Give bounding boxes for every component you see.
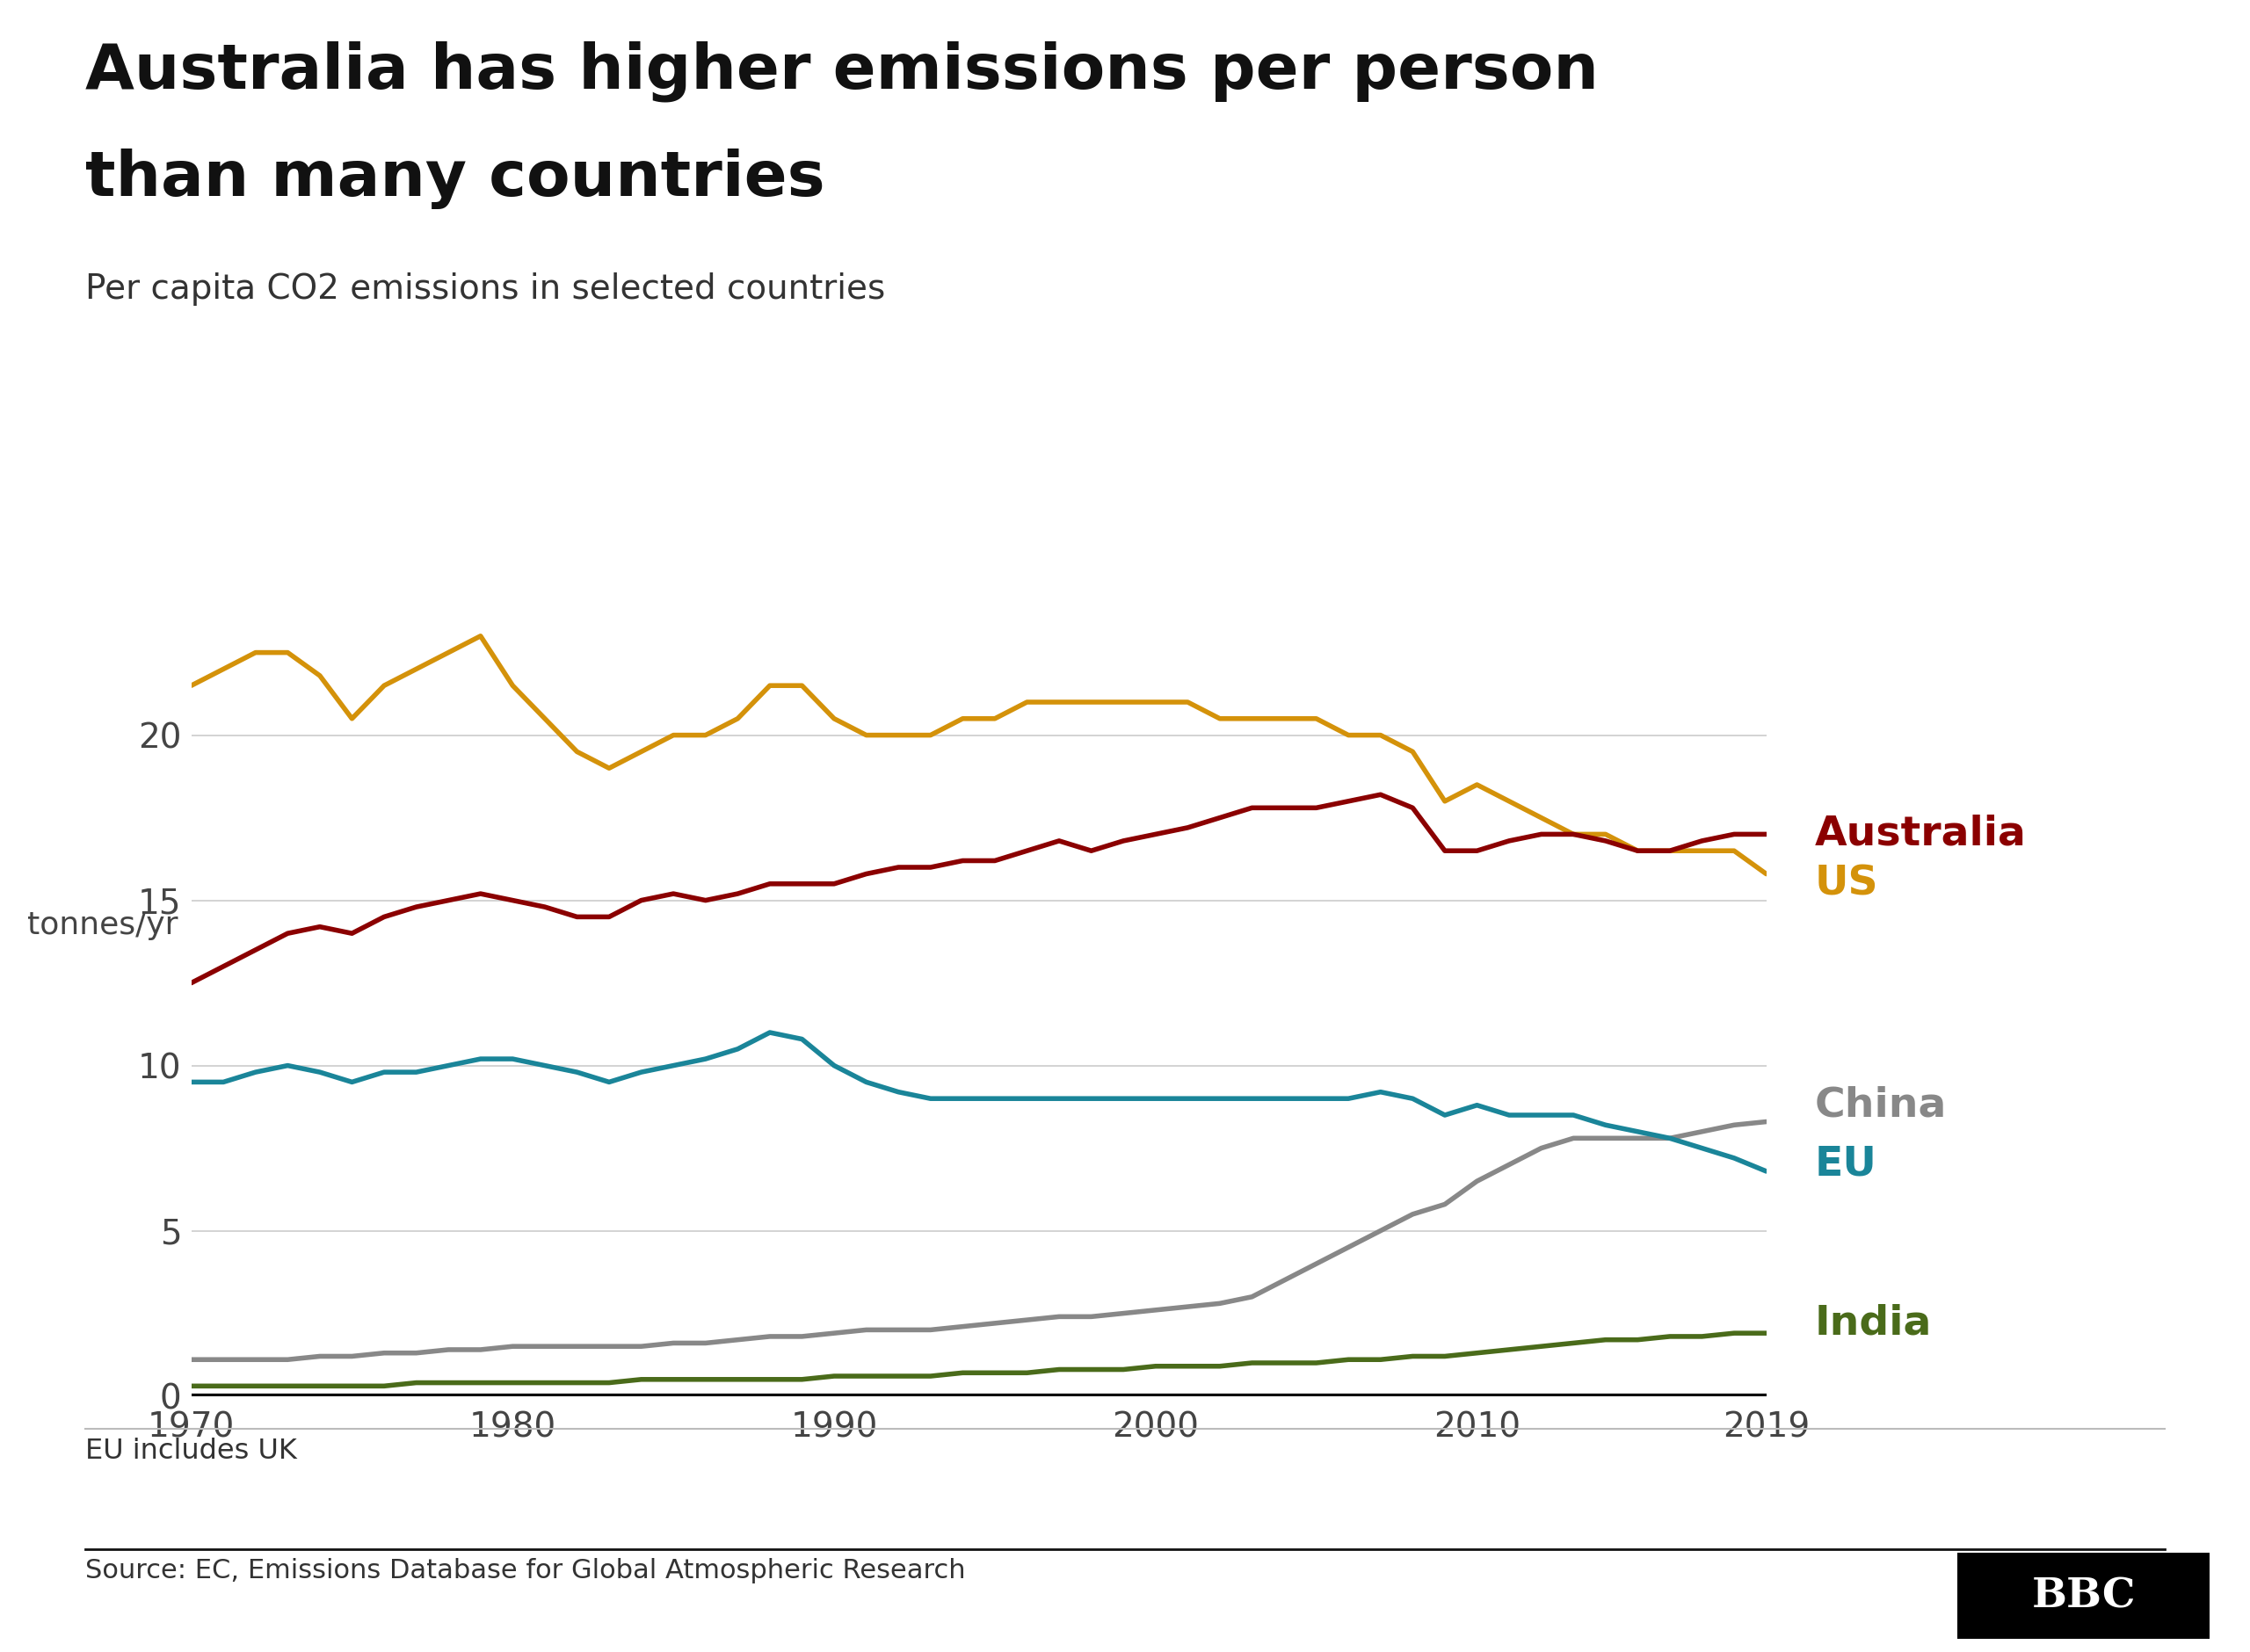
Text: Australia: Australia (1814, 814, 2027, 854)
Text: Australia has higher emissions per person: Australia has higher emissions per perso… (86, 41, 1600, 102)
Text: Source: EC, Emissions Database for Global Atmospheric Research: Source: EC, Emissions Database for Globa… (86, 1558, 965, 1583)
Text: India: India (1814, 1303, 1933, 1343)
Text: Per capita CO2 emissions in selected countries: Per capita CO2 emissions in selected cou… (86, 273, 887, 306)
Text: China: China (1814, 1085, 1946, 1125)
Text: EU: EU (1814, 1145, 1876, 1184)
Text: BBC: BBC (2032, 1576, 2135, 1616)
Text: US: US (1814, 864, 1879, 904)
Text: EU includes UK: EU includes UK (86, 1437, 297, 1464)
Text: than many countries: than many countries (86, 149, 826, 210)
Text: tonnes/yr: tonnes/yr (27, 910, 178, 940)
